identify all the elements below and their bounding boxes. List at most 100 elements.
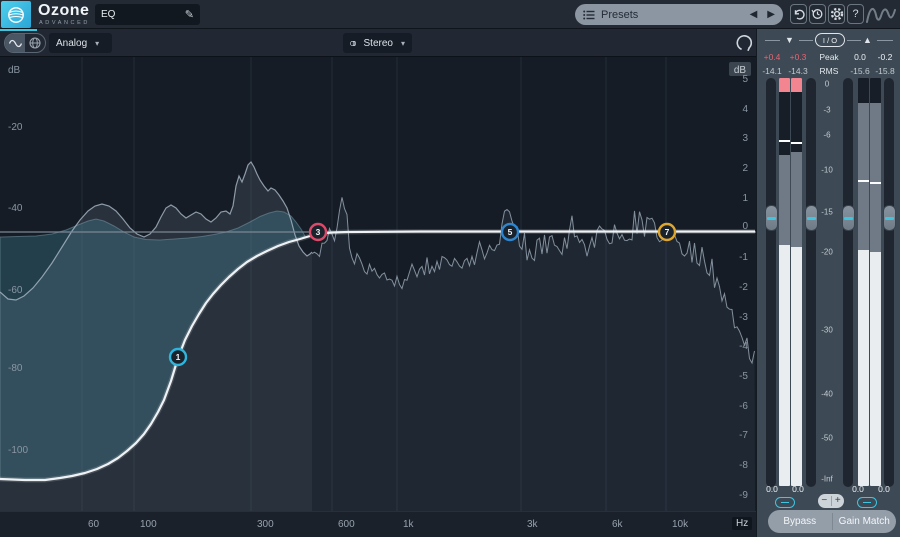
meter-scale-tick: -15 — [821, 207, 833, 217]
output-link-button[interactable] — [857, 497, 877, 508]
right-axis-tick: -5 — [739, 371, 748, 382]
input-gain-value-left[interactable]: 0.0 — [766, 484, 778, 494]
plus-icon[interactable]: + — [834, 495, 841, 506]
gain-match-button[interactable]: Gain Match — [838, 516, 890, 527]
right-axis-tick: -4 — [739, 341, 748, 352]
input-gain-value-right[interactable]: 0.0 — [792, 484, 804, 494]
izotope-signature-icon — [864, 2, 898, 32]
input-fader-rail-left — [766, 78, 776, 487]
active-tab-indicator — [0, 29, 37, 31]
output-rms-right: -15.8 — [875, 66, 895, 76]
eq-graph-canvas[interactable]: 1 3 5 7 dB -20 -40 -60 -80 -100 dB 5 4 3 2 1 0 -1 -2 -3 -4 -5… — [0, 57, 756, 512]
meter-scale-tick: -Inf — [821, 474, 833, 484]
output-meter-left — [858, 78, 869, 486]
freq-tick: 3k — [527, 519, 538, 530]
output-gain-value-left[interactable]: 0.0 — [852, 484, 864, 494]
divider — [765, 40, 780, 41]
help-label: ? — [852, 8, 859, 20]
freq-tick: 600 — [338, 519, 355, 530]
input-link-button[interactable] — [775, 497, 795, 508]
right-axis-tick: 5 — [742, 74, 748, 85]
eq-band-number: 3 — [316, 227, 321, 237]
ozone-logo-icon — [1, 1, 31, 28]
right-axis-tick: -6 — [739, 401, 748, 412]
output-peak-right: -0.2 — [877, 52, 893, 62]
preset-next-button[interactable]: ▶ — [767, 9, 775, 20]
right-axis-tick: -9 — [739, 490, 748, 501]
right-axis-tick: -2 — [739, 282, 748, 293]
chevron-down-icon: ▾ — [95, 38, 100, 48]
brand-tier: ADVANCED — [39, 20, 90, 26]
meter-scale-tick: -50 — [821, 433, 833, 443]
output-gain-fader-left[interactable] — [842, 205, 855, 231]
preset-prev-button[interactable]: ◀ — [749, 9, 758, 20]
undo-button[interactable] — [790, 4, 807, 24]
channel-value: Stereo — [363, 37, 393, 49]
output-gain-fader-right[interactable] — [883, 205, 896, 231]
help-button[interactable]: ? — [847, 4, 864, 24]
eq-band-node-7[interactable] — [657, 222, 677, 242]
channel-dropdown[interactable]: Stereo ▾ — [343, 33, 412, 53]
input-rms-right: -14.3 — [788, 66, 808, 76]
peak-hold-mark — [858, 180, 869, 182]
right-axis-tick: 4 — [742, 104, 748, 115]
spectrum-high-line — [311, 197, 755, 365]
left-axis-tick: -20 — [8, 122, 23, 133]
left-axis-tick: -40 — [8, 203, 23, 214]
spectrum-high-fill — [312, 197, 755, 512]
history-clock-icon — [811, 9, 823, 19]
spectrum-low-fill — [0, 162, 312, 511]
presets-bar[interactable]: Presets ◀ ▶ — [575, 4, 783, 25]
right-axis-tick: -3 — [739, 312, 748, 323]
meter-scale-tick: -3 — [823, 105, 831, 115]
clip-indicator[interactable] — [779, 78, 790, 92]
meter-scale-tick: -10 — [821, 165, 833, 175]
settings-button[interactable] — [828, 4, 845, 24]
divider — [799, 40, 813, 41]
eq-mode-dropdown[interactable]: Analog ▾ — [49, 33, 112, 53]
module-name-field[interactable]: EQ ✎ — [95, 4, 200, 25]
peak-label: Peak — [819, 52, 839, 62]
peak-hold-mark — [870, 182, 881, 184]
io-toggle-button[interactable]: I / O — [815, 33, 845, 47]
graph-background — [0, 57, 756, 511]
right-axis-tick: 3 — [742, 133, 748, 144]
eq-band-node-3[interactable] — [308, 222, 328, 242]
rms-level — [791, 247, 802, 486]
output-collapse-button[interactable]: ▲ — [863, 35, 872, 45]
output-gain-value-right[interactable]: 0.0 — [878, 484, 890, 494]
right-axis-tick: -8 — [739, 460, 748, 471]
left-axis-tick: -80 — [8, 363, 23, 374]
bypass-button[interactable]: Bypass — [783, 516, 817, 527]
eq-mode-value: Analog — [56, 37, 88, 49]
history-button[interactable] — [809, 4, 826, 24]
freq-tick: 10k — [672, 519, 689, 530]
eq-spectrum-svg[interactable]: 13 5 7dB-20-40-60-80-100dB543210-1-2-3-4-5… — [0, 57, 756, 512]
input-gain-fader-left[interactable] — [765, 205, 778, 231]
eq-band-node-1[interactable] — [168, 347, 188, 367]
eq-band-number: 7 — [665, 227, 670, 237]
globe-view-button[interactable] — [25, 34, 45, 52]
spectrum-view-button[interactable] — [5, 34, 25, 52]
eq-band-number: 5 — [508, 227, 513, 237]
eq-curve — [0, 230, 755, 482]
clip-indicator[interactable] — [791, 78, 802, 92]
minus-icon[interactable]: − — [821, 495, 828, 506]
output-peak-left: 0.0 — [854, 52, 866, 62]
rms-level — [870, 252, 881, 486]
db-unit-chip — [729, 62, 751, 76]
divider — [831, 513, 833, 530]
presets-label: Presets — [601, 8, 639, 21]
right-axis-tick: 1 — [742, 193, 748, 204]
frequency-axis: Hz 60 100 300 600 1k 3k 6k 10k — [0, 511, 756, 537]
globe-icon — [29, 37, 41, 49]
rename-pencil-icon[interactable]: ✎ — [184, 9, 194, 21]
eq-band-node-5[interactable] — [500, 222, 520, 242]
alt-solo-button[interactable] — [735, 33, 755, 53]
bottom-buttons: Bypass Gain Match — [768, 510, 896, 533]
gear-icon — [830, 7, 843, 21]
input-collapse-button[interactable]: ▼ — [785, 35, 794, 45]
input-gain-fader-right[interactable] — [805, 205, 818, 231]
output-rms-left: -15.6 — [850, 66, 870, 76]
